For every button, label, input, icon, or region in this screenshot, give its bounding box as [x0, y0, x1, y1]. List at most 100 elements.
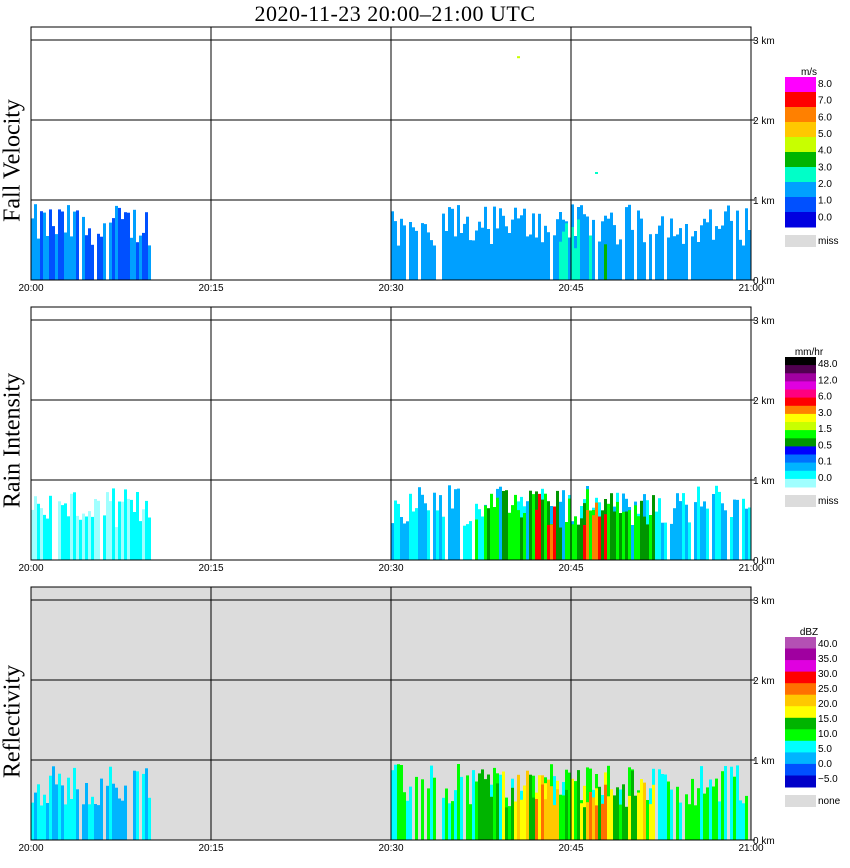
- echo-cell: [673, 236, 676, 280]
- echo-cell: [52, 766, 55, 840]
- echo-cell: [448, 485, 451, 560]
- echo-cell: [595, 805, 598, 840]
- echo-cell: [568, 498, 571, 560]
- echo-cell: [115, 527, 118, 560]
- echo-cell: [568, 773, 571, 840]
- echo-cell: [658, 498, 661, 560]
- echo-cell: [589, 235, 592, 280]
- legend-label: 3.0: [818, 408, 832, 419]
- echo-cell: [688, 804, 691, 840]
- echo-cell: [439, 495, 442, 560]
- legend-swatch: [785, 775, 816, 788]
- legend-missing-label: miss: [818, 236, 839, 247]
- echo-cell: [424, 503, 427, 560]
- echo-cell: [136, 771, 139, 840]
- echo-cell: [115, 205, 118, 280]
- legend-swatch: [785, 740, 816, 753]
- echo-cell: [628, 510, 631, 560]
- echo-cell: [742, 245, 745, 280]
- echo-cell: [745, 508, 748, 560]
- echo-cell: [88, 511, 91, 560]
- echo-cell: [742, 803, 745, 840]
- echo-cell: [394, 221, 397, 280]
- x-tick-label: 20:15: [198, 563, 223, 574]
- echo-cell: [604, 784, 607, 840]
- echo-cell: [400, 218, 403, 280]
- legend-swatch: [785, 430, 816, 439]
- echo-cell: [697, 242, 700, 280]
- y-tick-label: 1 km: [753, 196, 775, 207]
- legend-label: 0.5: [818, 440, 832, 451]
- chart-title: 2020-11-23 20:00–21:00 UTC: [254, 1, 536, 26]
- echo-cell: [88, 228, 91, 280]
- echo-cell: [118, 798, 121, 840]
- echo-cell: [610, 212, 613, 280]
- echo-cell: [613, 511, 616, 560]
- echo-cell: [646, 800, 649, 840]
- echo-cell: [61, 211, 64, 280]
- echo-cell: [676, 786, 679, 840]
- echo-cell: [40, 508, 43, 560]
- legend-swatch: [785, 365, 816, 374]
- echo-cell: [43, 514, 46, 560]
- echo-cell: [127, 498, 130, 560]
- legend-label: 35.0: [818, 654, 838, 665]
- echo-cell: [37, 784, 40, 840]
- echo-cell: [454, 790, 457, 840]
- legend-swatch: [785, 648, 816, 661]
- echo-cell: [64, 804, 67, 840]
- echo-cell: [73, 767, 76, 840]
- echo-cell: [541, 784, 544, 840]
- echo-cell: [571, 778, 574, 840]
- echo-cell: [409, 493, 412, 560]
- echo-cell: [97, 233, 100, 280]
- y-tick-label: 0 km: [753, 556, 775, 567]
- echo-cell: [556, 490, 559, 560]
- echo-cell: [34, 496, 37, 560]
- echo-cell: [442, 797, 445, 840]
- echo-cell: [745, 208, 748, 280]
- echo-cell: [97, 805, 100, 840]
- echo-cell: [670, 789, 673, 840]
- echo-cell: [97, 500, 100, 560]
- legend-label: 7.0: [818, 96, 832, 107]
- echo-cell: [619, 804, 622, 840]
- echo-cell: [472, 770, 475, 840]
- echo-cell: [682, 493, 685, 560]
- echo-cell: [724, 211, 727, 280]
- echo-cell: [121, 219, 124, 280]
- echo-cell: [535, 509, 538, 560]
- echo-cell: [553, 235, 556, 280]
- legend-label: 48.0: [818, 359, 838, 370]
- echo-cell: [601, 803, 604, 840]
- echo-cell: [124, 212, 127, 280]
- echo-cell: [694, 502, 697, 560]
- legend-label: 10.0: [818, 729, 838, 740]
- legend-missing-swatch: [785, 235, 816, 247]
- echo-cell: [88, 804, 91, 840]
- echo-cell: [52, 226, 55, 280]
- echo-cell: [46, 518, 49, 560]
- echo-cell: [427, 232, 430, 280]
- legend-missing-label: none: [818, 796, 841, 807]
- echo-cell: [493, 206, 496, 280]
- echo-cell: [472, 240, 475, 280]
- echo-cell: [445, 231, 448, 280]
- echo-cell: [742, 498, 745, 560]
- echo-cell: [70, 493, 73, 560]
- echo-cell: [640, 779, 643, 840]
- plot-frame: [30, 306, 752, 561]
- echo-cell: [616, 501, 619, 560]
- echo-cell: [493, 767, 496, 840]
- echo-cell: [427, 788, 430, 840]
- echo-cell: [460, 776, 463, 840]
- legend-label: 5.0: [818, 744, 832, 755]
- echo-cell: [613, 225, 616, 280]
- echo-cell: [652, 784, 655, 840]
- echo-cell: [37, 238, 40, 280]
- echo-cell: [508, 233, 511, 280]
- echo-cell: [115, 787, 118, 840]
- echo-cell: [484, 206, 487, 280]
- echo-cell: [478, 773, 481, 840]
- echo-cell: [502, 215, 505, 280]
